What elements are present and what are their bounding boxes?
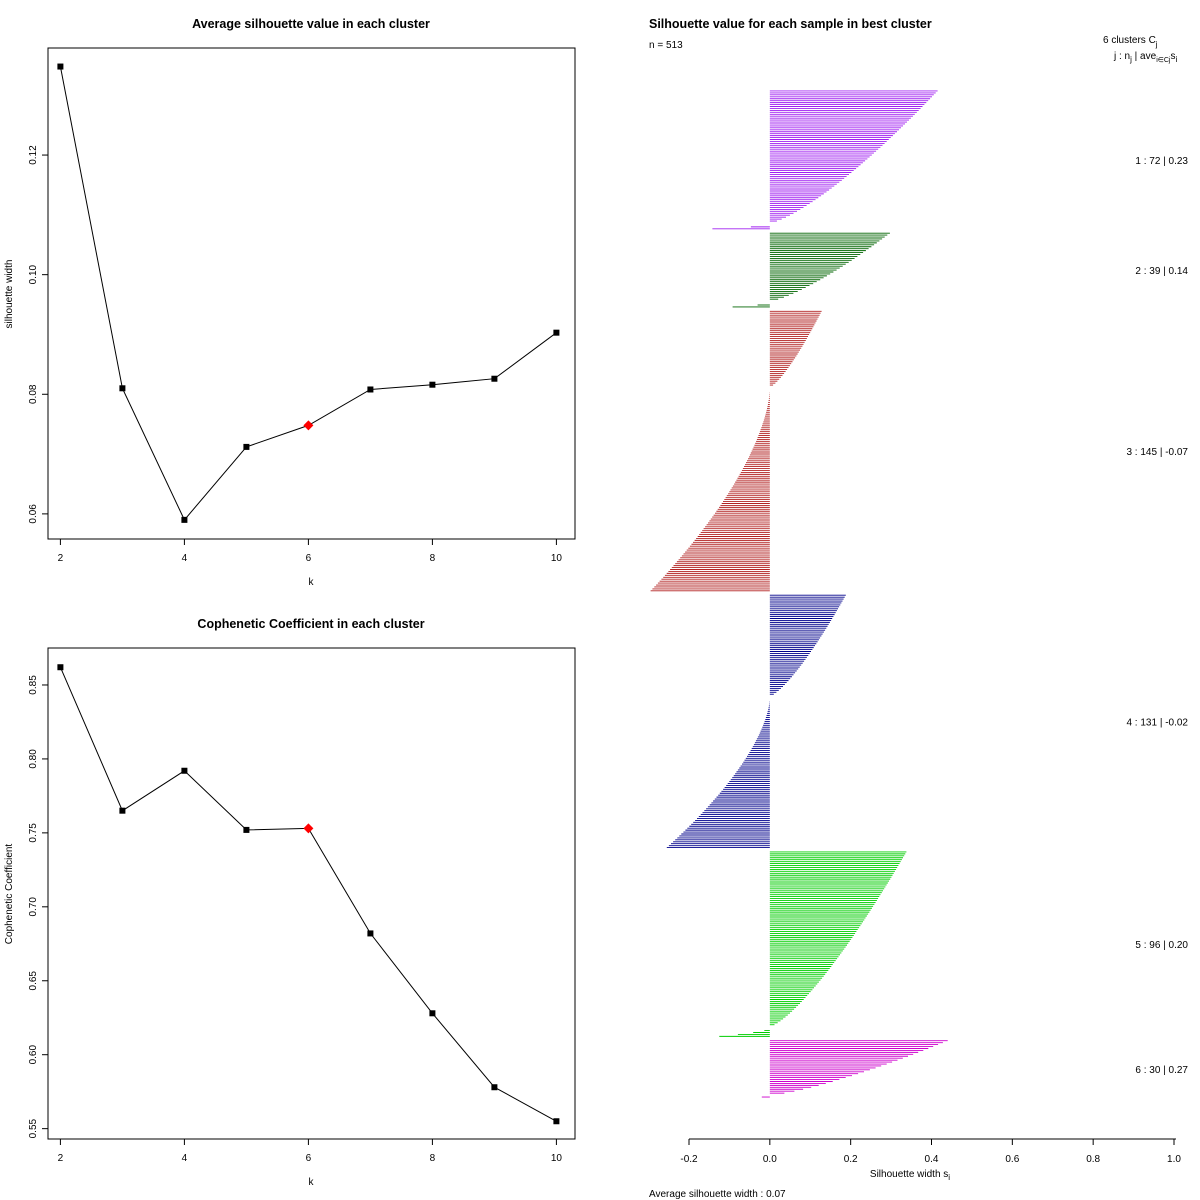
chart-silhouette-bars: Silhouette value for each sample in best… [649, 17, 1188, 1200]
highlight-point [303, 420, 314, 431]
chart2-y-axis: 0.55 0.60 0.65 0.70 0.75 0.80 0.85 [28, 675, 48, 1138]
x-tick-label: 2 [58, 1153, 64, 1164]
y-tick-label: 0.75 [28, 823, 39, 843]
chart2-x-axis: 2 4 6 8 10 [58, 1139, 563, 1164]
chart1-series [57, 63, 560, 523]
series-line [59, 66, 557, 521]
chart2-ylabel: Cophenetic Coefficient [4, 844, 15, 945]
data-point [429, 381, 436, 388]
x-tick-label: 10 [551, 1153, 563, 1164]
chart-cophenetic: Cophenetic Coefficient in each cluster k… [4, 617, 576, 1188]
series-line [59, 667, 557, 1122]
cluster-6-bars [761, 1040, 948, 1098]
cluster-5-label: 5 : 96 | 0.20 [1135, 940, 1188, 951]
data-point [181, 767, 188, 774]
chart1-plot-frame [47, 47, 576, 540]
cluster-1-bars [712, 90, 938, 230]
x-tick-label: 0.8 [1086, 1154, 1100, 1165]
cluster-2-label: 2 : 39 | 0.14 [1135, 266, 1188, 277]
y-tick-label: 0.65 [28, 971, 39, 991]
y-tick-label: 0.85 [28, 675, 39, 695]
data-point [57, 664, 64, 671]
cluster-3-label: 3 : 145 | -0.07 [1126, 447, 1188, 458]
data-point [243, 826, 250, 833]
data-point [57, 63, 64, 70]
y-tick-label: 0.70 [28, 897, 39, 917]
x-tick-label: 10 [551, 553, 563, 564]
data-point [429, 1010, 436, 1017]
header-clusters: 6 clusters Cj [1103, 35, 1158, 49]
cluster-5-bars [719, 851, 907, 1037]
x-tick-label: 0.0 [763, 1154, 777, 1165]
chart1-x-axis: 2 4 6 8 10 [58, 539, 563, 564]
x-tick-label: 6 [306, 1153, 312, 1164]
data-point [367, 386, 374, 393]
chart1-y-axis: 0.06 0.08 0.10 0.12 [28, 145, 48, 524]
data-point [367, 930, 374, 937]
highlight-point [303, 823, 314, 834]
y-tick-label: 0.80 [28, 749, 39, 769]
chart3-xlabel: Silhouette width si [870, 1169, 950, 1182]
y-tick-label: 0.12 [28, 145, 39, 165]
cluster-4-bars [666, 594, 846, 849]
x-tick-label: 0.2 [844, 1154, 858, 1165]
chart3-title: Silhouette value for each sample in best… [649, 17, 932, 31]
y-tick-label: 0.06 [28, 504, 39, 524]
data-point [491, 1084, 498, 1091]
data-point [491, 375, 498, 382]
x-tick-label: 1.0 [1167, 1154, 1181, 1165]
x-tick-label: 8 [430, 553, 436, 564]
cluster-2-bars [732, 232, 890, 308]
chart2-title: Cophenetic Coefficient in each cluster [197, 617, 424, 631]
data-point [119, 385, 126, 392]
y-tick-label: 0.10 [28, 264, 39, 284]
data-point [119, 807, 126, 814]
chart2-plot-frame [47, 647, 576, 1140]
x-tick-label: 4 [182, 1153, 188, 1164]
y-tick-label: 0.55 [28, 1118, 39, 1138]
data-point [553, 329, 560, 336]
data-point [553, 1118, 560, 1125]
chart1-title: Average silhouette value in each cluster [192, 17, 430, 31]
cluster-1-label: 1 : 72 | 0.23 [1135, 156, 1188, 167]
sample-count: n = 513 [649, 40, 683, 51]
cluster-6-label: 6 : 30 | 0.27 [1135, 1065, 1188, 1076]
x-tick-label: 8 [430, 1153, 436, 1164]
chart1-xlabel: k [309, 577, 315, 588]
cluster-3-bars [650, 310, 822, 592]
chart2-xlabel: k [309, 1177, 315, 1188]
y-tick-label: 0.08 [28, 384, 39, 404]
chart-avg-silhouette: Average silhouette value in each cluster… [4, 17, 576, 588]
x-tick-label: 4 [182, 553, 188, 564]
x-tick-label: 6 [306, 553, 312, 564]
y-tick-label: 0.60 [28, 1045, 39, 1065]
cluster-header: 6 clusters Cj j : nj | avei∈Cjsi [1103, 35, 1177, 64]
header-columns: j : nj | avei∈Cjsi [1113, 51, 1177, 64]
chart2-series [57, 664, 560, 1125]
average-silhouette-width: Average silhouette width : 0.07 [649, 1189, 786, 1200]
chart3-x-axis: -0.2 0.0 0.2 0.4 0.6 0.8 1.0 [680, 1139, 1181, 1165]
x-tick-label: 0.4 [925, 1154, 939, 1165]
data-point [243, 443, 250, 450]
x-tick-label: -0.2 [680, 1154, 698, 1165]
chart1-ylabel: silhouette width [4, 260, 15, 329]
silhouette-bars [650, 90, 948, 1098]
data-point [181, 516, 188, 523]
x-tick-label: 0.6 [1005, 1154, 1019, 1165]
cluster-labels: 1 : 72 | 0.23 2 : 39 | 0.14 3 : 145 | -0.0… [1126, 156, 1188, 1076]
x-tick-label: 2 [58, 553, 64, 564]
cluster-4-label: 4 : 131 | -0.02 [1126, 717, 1188, 728]
